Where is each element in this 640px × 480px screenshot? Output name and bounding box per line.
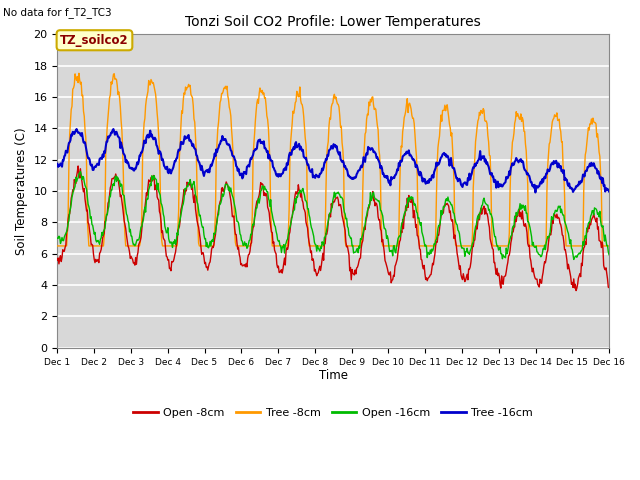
X-axis label: Time: Time (319, 369, 348, 382)
Title: Tonzi Soil CO2 Profile: Lower Temperatures: Tonzi Soil CO2 Profile: Lower Temperatur… (186, 15, 481, 29)
Text: No data for f_T2_TC3: No data for f_T2_TC3 (3, 7, 112, 18)
Text: TZ_soilco2: TZ_soilco2 (60, 34, 129, 47)
Y-axis label: Soil Temperatures (C): Soil Temperatures (C) (15, 127, 28, 255)
Legend: Open -8cm, Tree -8cm, Open -16cm, Tree -16cm: Open -8cm, Tree -8cm, Open -16cm, Tree -… (129, 404, 538, 422)
